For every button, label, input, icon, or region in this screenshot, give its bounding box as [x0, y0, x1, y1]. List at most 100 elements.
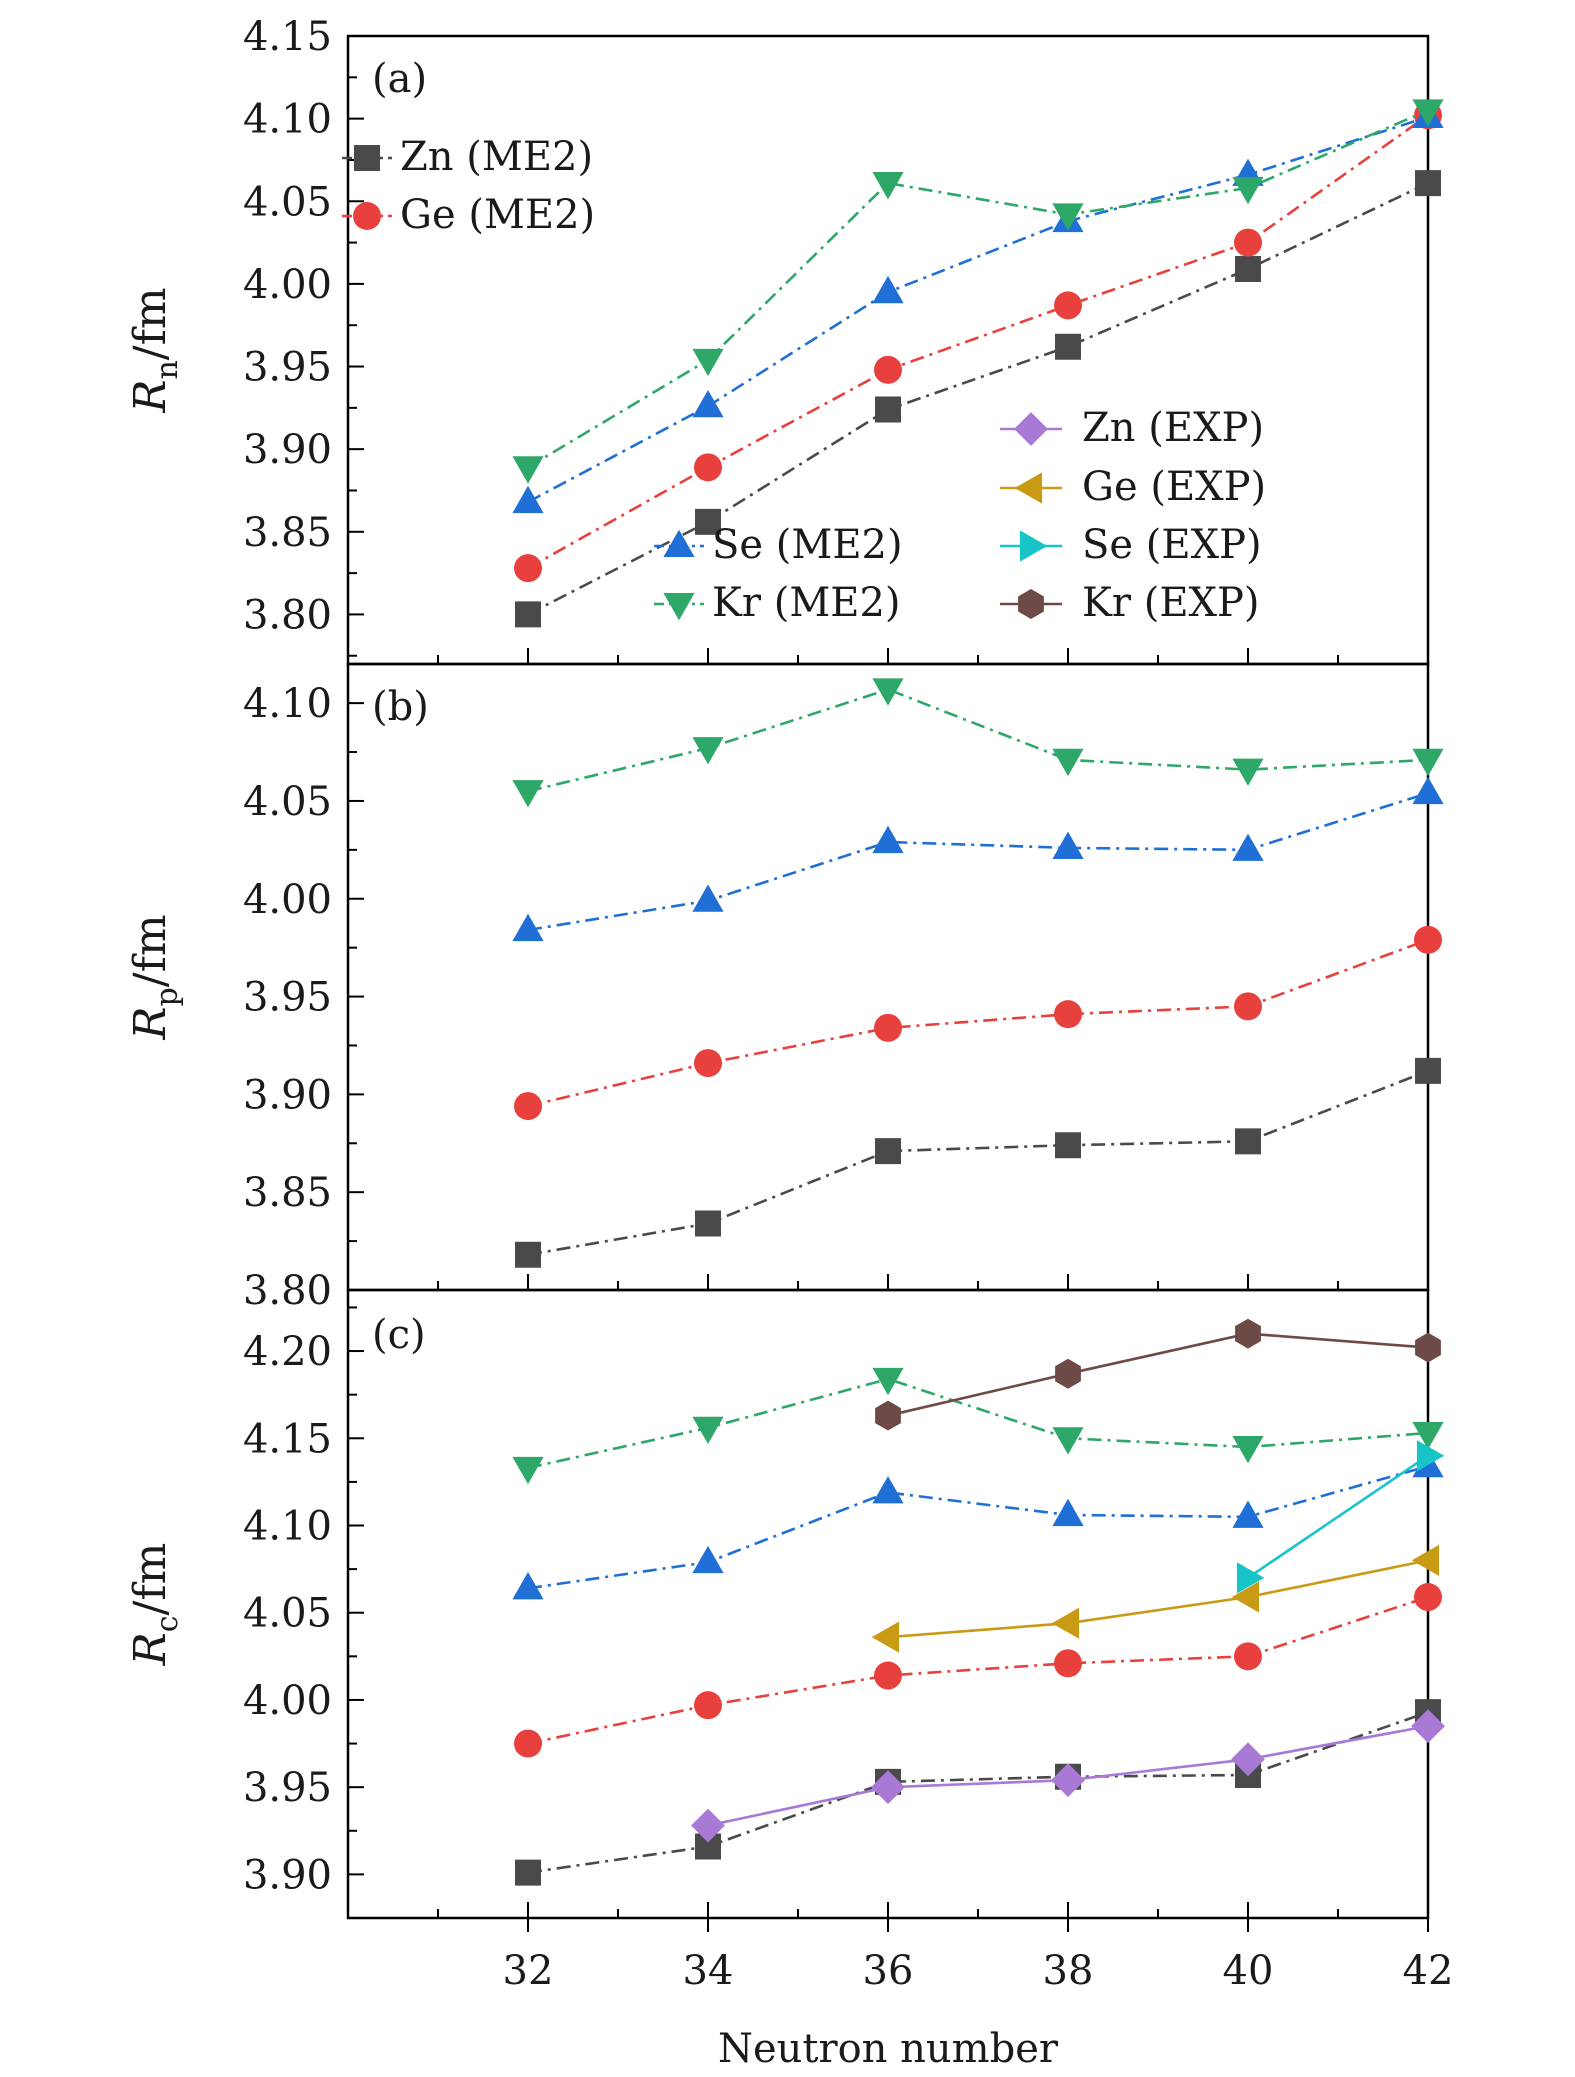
- panel-a-ytick-label: 3.85: [243, 510, 332, 556]
- panel-a-kr-me2-point: [512, 456, 544, 484]
- y-label-subscript: c: [150, 1615, 185, 1632]
- legend-se-me2-marker: [663, 529, 695, 558]
- panel-a-ge-me2-point: [694, 453, 722, 482]
- panel-a-kr-me2-point: [1412, 99, 1444, 127]
- panel-c-ytick-label: 4.00: [243, 1678, 332, 1724]
- panel-c-zn-exp-point: [1411, 1709, 1445, 1744]
- panel-b-ge-me2-line: [527, 938, 1429, 1108]
- panel-a-y-axis-label: Rn/fm: [125, 287, 185, 413]
- panel-a-zn-me2-point: [1415, 170, 1441, 197]
- legend-zn-exp-marker: [1014, 412, 1048, 446]
- legend-zn-exp-label: Zn (EXP): [1082, 405, 1264, 451]
- panel-c-ge-me2-line: [527, 1595, 1429, 1745]
- panel-a-kr-me2-point: [872, 172, 904, 200]
- y-label-symbol: R: [125, 380, 176, 414]
- panel-c-ytick-label: 3.95: [243, 1765, 332, 1811]
- panel-a-zn-me2-line: [527, 181, 1429, 616]
- panel-c-ge-exp-point: [1411, 1544, 1440, 1576]
- panel-a-kr-me2-line: [527, 109, 1429, 469]
- panel-b-kr-me2-point: [872, 678, 904, 706]
- y-label-unit: /fm: [125, 1543, 176, 1616]
- panel-b-ytick-label: 3.95: [243, 975, 332, 1021]
- panel-a-zn-me2-point: [1235, 256, 1261, 283]
- panel-c-kr-me2-point: [1052, 1427, 1084, 1455]
- panel-b-ytick-label: 3.80: [243, 1268, 332, 1314]
- panel-b-zn-me2-point: [1055, 1132, 1081, 1159]
- panel-c-ge-exp-point: [871, 1621, 900, 1653]
- panel-c-zn-me2-point: [515, 1859, 541, 1886]
- panel-a-kr-me2-point: [692, 348, 724, 377]
- y-label-symbol: R: [125, 1632, 176, 1666]
- panel-a-ge-me2-point: [514, 554, 542, 583]
- panel-c-kr-me2-point: [692, 1416, 724, 1445]
- panel-c-ge-exp-point: [1231, 1581, 1260, 1613]
- panel-c-zn-exp-point: [1051, 1763, 1085, 1798]
- x-axis-label: Neutron number: [718, 2026, 1059, 2072]
- panel-c-kr-me2-line: [527, 1377, 1429, 1470]
- x-tick-label: 40: [1223, 1948, 1274, 1994]
- panel-b-ytick-label: 4.00: [243, 877, 332, 923]
- panel-c-y-axis-label: Rc/fm: [125, 1543, 185, 1667]
- panel-b-kr-me2-point: [512, 780, 544, 808]
- legend-kr-exp-marker: [1018, 589, 1044, 619]
- panel-a-ytick-label: 3.95: [243, 345, 332, 391]
- panel-c-ge-exp-line: [887, 1559, 1429, 1639]
- y-label-unit: /fm: [125, 914, 176, 987]
- panel-a-ge-me2-line: [527, 114, 1429, 570]
- panel-a-se-me2-point: [872, 275, 904, 304]
- panel-c-se-me2-point: [1052, 1498, 1084, 1527]
- panel-a-se-me2-point: [692, 389, 724, 418]
- legend-se-exp-marker: [1019, 530, 1048, 562]
- panel-b-se-me2-point: [692, 884, 724, 912]
- panel-c-se-me2-point: [1232, 1500, 1264, 1528]
- panel-c-se-exp-line: [1247, 1454, 1429, 1579]
- x-tick-label: 32: [503, 1948, 554, 1994]
- panel-c-label: (c): [372, 1312, 426, 1358]
- panel-c-zn-me2-line: [527, 1710, 1429, 1874]
- panel-b-se-me2-point: [1052, 831, 1084, 859]
- panel-a-ge-me2-point: [1054, 291, 1082, 320]
- panel-c-ytick-label: 4.10: [243, 1504, 332, 1550]
- panel-c-kr-exp-point: [1235, 1318, 1261, 1349]
- panel-c-ytick-label: 4.15: [243, 1416, 332, 1462]
- panel-a-kr-me2-point: [1232, 176, 1264, 205]
- panel-b-kr-me2-line: [527, 688, 1429, 793]
- panel-c-se-exp-point: [1416, 1440, 1445, 1472]
- panel-b-kr-me2-point: [1412, 748, 1444, 777]
- panel-c-ytick-label: 4.20: [243, 1329, 332, 1375]
- panel-b-kr-me2-point: [1052, 748, 1084, 777]
- panel-c-ge-me2-point: [694, 1691, 722, 1720]
- x-tick-label: 42: [1403, 1948, 1454, 1994]
- legend-kr-me2-label: Kr (ME2): [712, 580, 901, 626]
- panel-a-zn-me2-point: [515, 601, 541, 628]
- panel-b-se-me2-point: [872, 825, 904, 854]
- panel-b-se-me2-point: [512, 913, 544, 942]
- panel-c-zn-exp-point: [871, 1770, 905, 1805]
- panel-c-kr-me2-point: [512, 1456, 544, 1485]
- panel-c-ge-me2-point: [874, 1661, 902, 1690]
- panel-b-ytick-label: 3.90: [243, 1072, 332, 1118]
- legend-ge-me2-marker: [353, 202, 381, 230]
- panel-c-kr-exp-point: [875, 1400, 901, 1431]
- panel-c-ge-me2-point: [1414, 1583, 1442, 1612]
- panel-b-se-me2-point: [1232, 833, 1264, 861]
- panel-a-zn-me2-point: [875, 396, 901, 423]
- panel-c-kr-me2-point: [1412, 1421, 1444, 1450]
- legend-zn-me2-label: Zn (ME2): [400, 134, 593, 180]
- y-label-subscript: p: [150, 987, 185, 1006]
- panel-b-ge-me2-point: [1054, 1000, 1082, 1029]
- panel-a-ytick-label: 4.15: [243, 14, 332, 60]
- legend-ge-exp-marker: [1014, 472, 1043, 504]
- x-tick-label: 36: [863, 1948, 914, 1994]
- panel-b-ytick-label: 4.10: [243, 681, 332, 727]
- panel-b-zn-me2-point: [695, 1210, 721, 1237]
- legend-zn-me2-marker: [354, 145, 380, 171]
- panel-b-zn-me2-point: [875, 1138, 901, 1165]
- panel-c-ytick-label: 3.90: [243, 1852, 332, 1898]
- y-label-symbol: R: [125, 1006, 176, 1040]
- panel-b-ge-me2-point: [874, 1013, 902, 1042]
- panel-c-se-me2-line: [527, 1464, 1429, 1590]
- panel-b-kr-me2-point: [1232, 758, 1264, 786]
- panel-b-zn-me2-point: [1415, 1057, 1441, 1084]
